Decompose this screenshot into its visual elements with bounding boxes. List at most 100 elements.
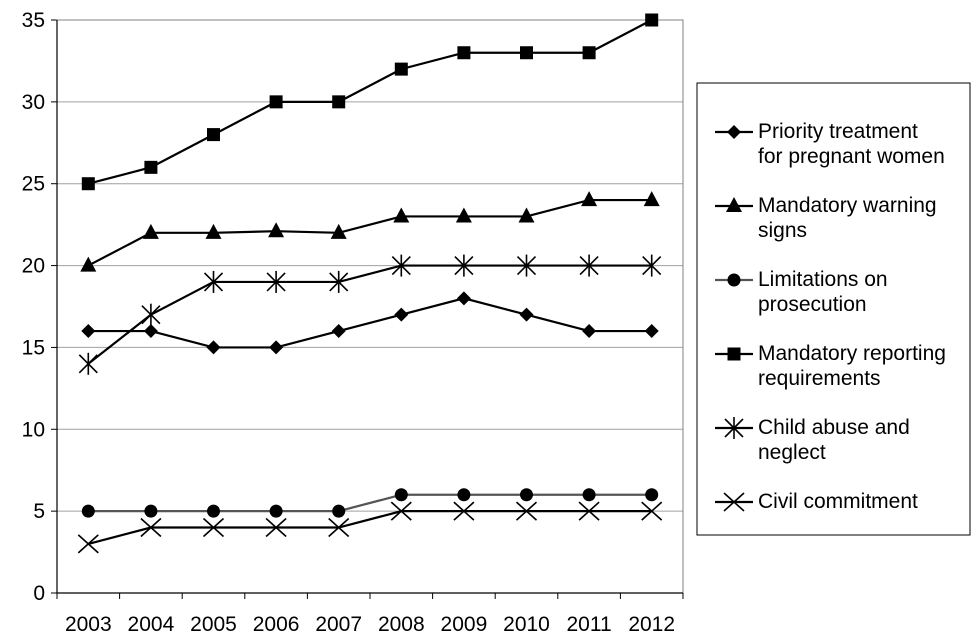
data-point: [332, 95, 346, 109]
legend-box: [696, 82, 971, 536]
data-point: [579, 254, 599, 277]
data-point: [205, 223, 222, 239]
series-4: [78, 254, 662, 375]
x-tick-label: 2007: [315, 613, 362, 636]
legend-label: Mandatory warning signs: [758, 194, 937, 242]
data-point: [518, 207, 535, 223]
data-point: [393, 207, 410, 223]
data-point: [78, 352, 98, 375]
data-point: [329, 270, 349, 293]
legend-item-4: Child abuse and neglect: [715, 416, 910, 464]
data-point: [268, 222, 285, 238]
data-point: [80, 256, 97, 272]
y-tick-label: 25: [22, 173, 45, 196]
data-point: [265, 517, 287, 538]
data-point: [144, 504, 158, 518]
data-point: [81, 504, 95, 518]
data-point: [203, 270, 224, 293]
data-point: [269, 95, 283, 109]
y-tick-label: 0: [33, 582, 45, 605]
data-point: [207, 128, 220, 142]
series-group: [77, 13, 663, 554]
x-tick-label: 2003: [65, 613, 112, 636]
data-point: [328, 517, 350, 538]
legend-label: Civil commitment: [758, 490, 918, 513]
data-point: [645, 488, 659, 502]
data-point: [454, 254, 474, 277]
data-point: [645, 13, 659, 27]
x-tick-label: 2011: [567, 613, 612, 636]
legend-swatch-marker: [726, 197, 742, 212]
data-point: [391, 254, 411, 277]
series-line: [87, 264, 652, 365]
data-point: [456, 291, 471, 306]
x-tick-label: 2010: [503, 613, 550, 636]
legend-label: Mandatory reporting requirements: [758, 342, 946, 390]
series-line: [87, 198, 652, 267]
y-tick-label: 20: [22, 255, 45, 278]
data-point: [642, 254, 662, 277]
data-point: [581, 191, 598, 207]
y-tick-label: 5: [33, 500, 45, 523]
series-0: [81, 291, 659, 355]
data-point: [269, 340, 284, 355]
data-point: [141, 303, 161, 326]
legend-item-5: Civil commitment: [715, 490, 918, 513]
legend-item-3: Mandatory reporting requirements: [715, 342, 946, 390]
data-point: [140, 517, 162, 538]
y-tick-label: 30: [22, 91, 45, 114]
data-point: [515, 501, 538, 521]
data-point: [394, 307, 409, 322]
series-5: [77, 501, 663, 554]
legend-label: Child abuse and neglect: [758, 416, 910, 464]
series-1: [80, 191, 660, 272]
data-point: [516, 254, 537, 277]
y-tick-label: 15: [22, 336, 45, 359]
data-point: [81, 324, 96, 339]
series-line: [88, 297, 652, 349]
data-point: [331, 324, 346, 339]
data-point: [390, 501, 412, 521]
data-point: [520, 46, 533, 60]
data-point: [519, 307, 534, 322]
axes: [51, 19, 684, 599]
data-point: [641, 501, 663, 521]
series-line: [88, 510, 652, 545]
data-point: [394, 62, 408, 76]
x-tick-label: 2012: [628, 613, 675, 636]
data-point: [394, 488, 408, 502]
legend-swatch-marker: [727, 273, 741, 287]
data-point: [143, 324, 158, 339]
legend-swatch-marker: [727, 125, 741, 139]
data-point: [578, 501, 600, 521]
x-tick-labels: 2003 2004 2005 2006 2007 2008 2009 2010 2011 2012: [65, 613, 675, 636]
data-point: [81, 177, 95, 191]
series-3: [81, 13, 659, 191]
x-tick-label: 2008: [378, 613, 425, 636]
data-point: [266, 270, 286, 293]
legend-item-0: Priority treatment for pregnant women: [715, 120, 945, 168]
legend-label: Priority treatment for pregnant women: [758, 120, 945, 168]
legend-item-2: Limitations on prosecution: [715, 268, 888, 316]
series-line: [88, 493, 652, 513]
data-point: [332, 504, 346, 518]
data-point: [643, 191, 660, 207]
legend-swatch-marker: [723, 492, 745, 512]
data-point: [453, 501, 475, 521]
data-point: [269, 504, 283, 518]
data-point: [644, 324, 659, 339]
x-tick-label: 2004: [128, 613, 175, 636]
series-2: [81, 488, 659, 518]
x-tick-label: 2005: [190, 613, 237, 636]
data-point: [77, 534, 99, 554]
data-point: [582, 488, 596, 502]
x-tick-label: 2006: [253, 613, 300, 636]
data-point: [457, 488, 471, 502]
series-line: [88, 19, 653, 185]
data-point: [457, 46, 471, 60]
legend-label: Limitations on prosecution: [758, 268, 888, 316]
data-point: [206, 340, 221, 355]
data-point: [520, 488, 533, 502]
data-point: [142, 223, 159, 239]
y-tick-label: 35: [22, 9, 45, 32]
